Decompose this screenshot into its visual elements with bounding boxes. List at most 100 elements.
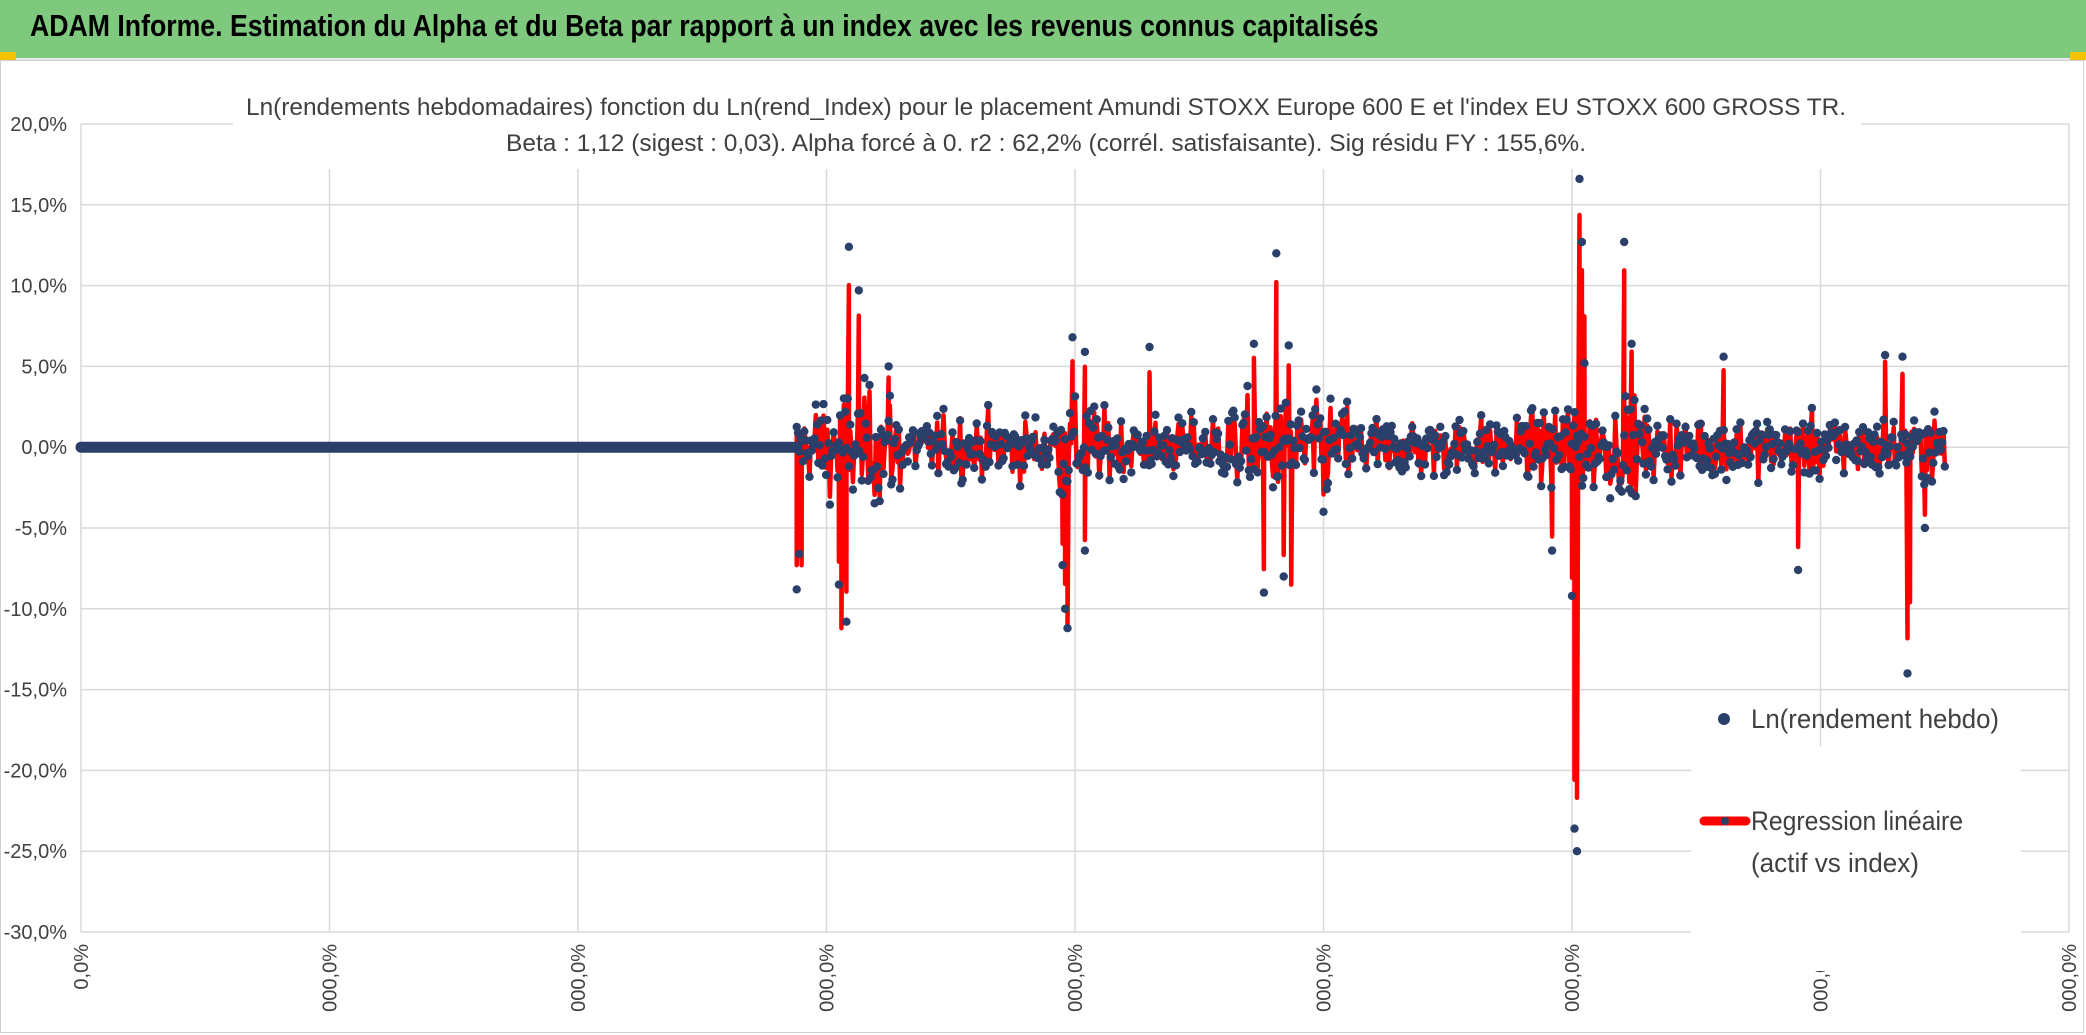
data-point [1580,359,1589,368]
data-point [1938,438,1947,447]
data-point [1127,468,1136,477]
data-point [1885,442,1895,451]
data-point [1162,425,1172,435]
y-tick-label: 15,0% [10,195,67,217]
data-point [1402,444,1412,453]
data-point [1484,459,1494,468]
data-point [1462,440,1472,449]
data-point [862,433,872,442]
data-point [1229,406,1238,415]
data-point [1667,477,1676,486]
data-point [1653,421,1662,430]
data-point [834,438,843,447]
data-point [883,430,892,440]
data-point [1105,476,1114,485]
data-point [1902,458,1911,467]
data-point [1639,459,1648,468]
data-point [872,462,882,471]
data-point [1473,437,1482,447]
data-point [1690,444,1699,453]
data-point [1531,448,1541,457]
data-point [1045,453,1054,462]
data-point [1475,429,1485,438]
data-point [1869,437,1878,446]
data-point [1079,443,1089,452]
data-point [1832,455,1841,465]
data-point [1575,174,1584,184]
data-point [1926,428,1935,437]
data-point [1491,468,1500,477]
legend-label-regression-line-2: (actif vs index) [1751,848,1919,878]
data-point [1616,476,1625,485]
data-point [884,416,893,426]
data-point [958,475,967,484]
x-tick-label: 000,0% [1065,944,1087,1012]
x-tick-label: 0,0% [71,944,93,990]
data-point [1604,441,1614,450]
data-point [1549,444,1559,453]
data-point [1116,417,1126,426]
data-point [1452,465,1462,474]
data-point [1111,441,1121,450]
data-point [955,416,965,425]
data-point [947,452,956,461]
data-point [1858,423,1868,432]
data-point [1321,427,1330,436]
data-point [1722,475,1731,485]
data-point [1514,456,1523,465]
data-point [795,447,804,456]
data-point [1787,467,1796,476]
data-point [1319,507,1328,516]
data-point [1563,405,1573,414]
data-point [834,580,844,589]
data-point [800,427,809,436]
data-point [1631,492,1640,501]
data-point [1442,467,1451,477]
data-point [1133,430,1142,439]
data-point [1344,469,1353,479]
data-point [1736,418,1745,427]
data-point [1258,422,1268,431]
x-tick-label: 000,0% [320,944,342,1012]
data-point [1489,440,1499,450]
data-point [1031,413,1040,422]
data-point [948,428,957,437]
data-point [1165,446,1174,455]
data-point [823,415,832,425]
data-point [1459,426,1468,436]
x-tick-label: 000,0% [817,944,839,1012]
data-point [1705,444,1715,453]
data-point [1401,463,1411,472]
data-point [1019,461,1029,470]
data-point [1069,427,1079,437]
data-point [858,452,868,462]
data-point [1070,392,1080,401]
data-point [1013,460,1022,469]
data-point [1372,414,1381,424]
data-point [1318,455,1328,464]
data-point [1710,469,1720,479]
data-point [1929,458,1938,468]
data-point [1340,407,1349,416]
y-tick-label: -30,0% [4,922,68,944]
data-point [1729,438,1739,447]
data-point [818,461,827,470]
data-point [1058,490,1067,499]
data-point [846,420,855,429]
data-point [1940,462,1950,471]
data-point [1307,433,1316,442]
data-point [1888,433,1897,442]
data-point [1606,494,1615,503]
data-point [911,461,920,471]
data-point [1529,462,1538,471]
data-point [1113,434,1122,443]
data-point [1561,428,1570,437]
data-point [1659,431,1669,440]
data-point [1568,421,1578,430]
data-point [1417,471,1426,481]
data-point [824,439,833,448]
data-point [894,425,903,434]
data-point [1171,461,1181,470]
data-point [1262,413,1271,422]
data-point [1362,464,1371,473]
